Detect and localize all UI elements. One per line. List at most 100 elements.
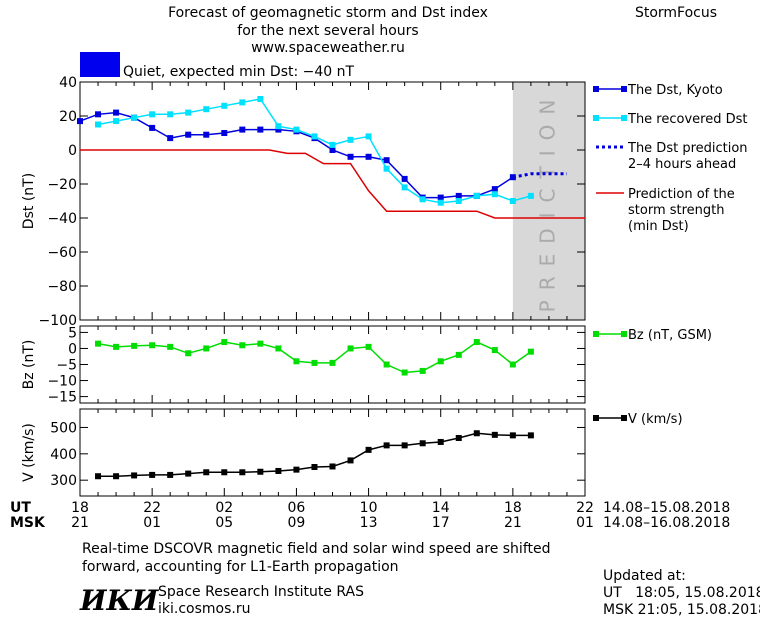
- legend-item: V (km/s): [593, 412, 683, 427]
- y-tick-label: 0: [68, 143, 77, 159]
- data-point: [491, 186, 498, 193]
- data-point: [275, 126, 282, 133]
- data-point: [239, 99, 246, 106]
- msk-tick-label: 09: [288, 515, 306, 531]
- y-tick-label: −15: [47, 390, 77, 406]
- series-line: [80, 149, 585, 219]
- data-point: [221, 130, 228, 136]
- msk-tick-label: 13: [360, 515, 378, 531]
- data-point: [239, 342, 246, 349]
- ut-tick-label: 02: [215, 500, 233, 516]
- data-point: [167, 343, 174, 350]
- legend-item: The recovered Dst: [593, 112, 747, 127]
- data-point: [383, 361, 390, 368]
- data-point: [347, 457, 354, 464]
- series-line: [79, 111, 514, 199]
- data-point: [77, 118, 83, 125]
- ut-label: UT: [10, 500, 31, 516]
- data-point: [221, 339, 228, 346]
- data-point: [527, 348, 534, 355]
- series-3-1: [95, 430, 534, 480]
- data-point: [473, 430, 480, 437]
- data-point: [401, 369, 408, 376]
- panel-1: PREDICTION 40 20 0 −20 −40 −60 −80 −100 Dst (nT) T…: [21, 75, 748, 329]
- title-line-1: Forecast of geomagnetic storm and Dst in…: [168, 5, 488, 21]
- updated-label: Updated at:: [603, 568, 686, 584]
- msk-date-range: 14.08–16.08.2018: [603, 515, 730, 531]
- y-tick-label: −40: [47, 211, 77, 227]
- legend-text: The Dst, Kyoto: [627, 83, 723, 98]
- data-point: [527, 432, 534, 439]
- msk-label: MSK: [10, 515, 46, 531]
- data-point: [347, 153, 354, 160]
- data-point: [293, 358, 300, 365]
- data-point: [113, 473, 120, 480]
- y-tick-label: 500: [50, 420, 77, 436]
- iki-logo: ИКИ: [79, 584, 160, 617]
- data-point: [113, 343, 120, 350]
- data-point: [347, 345, 354, 352]
- data-point: [185, 470, 192, 477]
- ut-tick-label: 06: [288, 500, 306, 516]
- data-point: [491, 431, 498, 438]
- ut-tick-label: 22: [143, 500, 161, 516]
- data-point: [131, 342, 138, 349]
- legend-marker: [621, 331, 627, 337]
- data-point: [293, 466, 300, 473]
- panel-frame: [79, 408, 586, 497]
- msk-tick-label: 21: [71, 515, 89, 531]
- data-point: [203, 106, 210, 113]
- series-line: [97, 341, 532, 374]
- data-point: [239, 126, 246, 133]
- data-point: [473, 339, 480, 346]
- y-tick-label: −10: [47, 374, 77, 390]
- y-tick-label: 0: [68, 341, 77, 357]
- series-1-2: [95, 96, 534, 206]
- series-1-4: [80, 149, 585, 219]
- msk-tick-label: 21: [504, 515, 522, 531]
- data-point: [311, 133, 318, 140]
- ut-tick-label: 18: [71, 500, 89, 516]
- title-line-2: for the next several hours: [237, 23, 418, 39]
- data-point: [257, 468, 264, 475]
- data-point: [203, 469, 210, 476]
- data-point: [257, 96, 264, 102]
- data-point: [257, 340, 264, 347]
- legend-text: The Dst prediction: [627, 141, 748, 156]
- data-point: [275, 123, 282, 130]
- data-point: [95, 121, 102, 128]
- data-point: [167, 471, 174, 478]
- data-point: [455, 351, 462, 358]
- data-point: [401, 184, 408, 191]
- title-url[interactable]: www.spaceweather.ru: [251, 40, 405, 56]
- msk-tick-label: 01: [143, 515, 161, 531]
- data-point: [455, 198, 462, 204]
- legend-text: V (km/s): [628, 412, 683, 427]
- data-point: [329, 147, 336, 153]
- data-point: [437, 358, 444, 365]
- prediction-band: [512, 82, 585, 320]
- institute-url[interactable]: iki.cosmos.ru: [158, 601, 250, 617]
- data-point: [131, 114, 138, 121]
- note-line-2: forward, accounting for L1-Earth propaga…: [82, 559, 399, 575]
- y-tick-label: −80: [47, 279, 77, 295]
- data-point: [509, 432, 516, 439]
- data-point: [455, 192, 462, 199]
- data-point: [113, 109, 120, 116]
- y-axis-label: V (km/s): [21, 423, 37, 482]
- data-point: [275, 467, 282, 474]
- data-point: [149, 342, 156, 349]
- data-point: [149, 111, 156, 118]
- y-tick-label: −60: [47, 245, 77, 261]
- legend-marker: [593, 415, 599, 421]
- data-point: [419, 440, 426, 447]
- data-point: [167, 111, 174, 118]
- note-line-1: Real-time DSCOVR magnetic field and sola…: [82, 541, 551, 557]
- data-point: [167, 135, 174, 142]
- data-point: [95, 111, 102, 118]
- data-point: [419, 196, 426, 203]
